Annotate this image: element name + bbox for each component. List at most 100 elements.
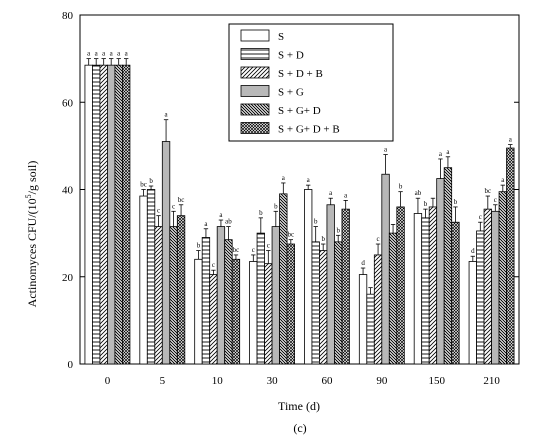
bar <box>373 254 383 365</box>
y-tick-label: 60 <box>62 97 74 109</box>
legend-swatch <box>240 122 270 134</box>
significance-letter: c <box>267 242 270 250</box>
significance-letter: a <box>282 174 286 182</box>
x-tick-label: 150 <box>428 375 445 387</box>
legend-box <box>228 23 394 142</box>
significance-letter: bc <box>485 187 492 195</box>
bar <box>99 64 108 365</box>
legend-label: S + D <box>278 50 304 62</box>
legend-label: S + G <box>278 87 304 99</box>
bar <box>224 239 233 365</box>
x-axis-title: Time (d) <box>278 399 320 413</box>
significance-letter: a <box>125 50 129 58</box>
significance-letter: b <box>399 183 403 191</box>
significance-letter: c <box>172 202 175 210</box>
y-axis-title-tail: /g soil) <box>25 161 39 195</box>
legend-swatch <box>240 29 270 42</box>
bar <box>451 221 460 365</box>
significance-letter: b <box>274 202 278 210</box>
bar <box>421 217 430 365</box>
significance-letter: b <box>321 235 325 243</box>
bar <box>428 206 438 365</box>
significance-letter: b <box>454 198 458 206</box>
bar <box>341 208 350 365</box>
bar <box>413 213 423 365</box>
significance-letter: a <box>509 136 513 144</box>
bar <box>201 237 211 365</box>
bar <box>311 241 320 365</box>
panel-label: (c) <box>293 421 306 435</box>
bar <box>491 210 500 365</box>
bar <box>319 250 328 365</box>
y-axis-title-superscript: 5 <box>24 194 33 198</box>
significance-letter: a <box>204 220 208 228</box>
significance-letter: a <box>219 211 223 219</box>
bar <box>436 178 445 365</box>
significance-letter: c <box>157 207 160 215</box>
significance-letter: d <box>471 247 475 255</box>
significance-letter: ab <box>415 189 422 197</box>
bar <box>498 191 507 365</box>
y-tick-label: 20 <box>62 272 74 284</box>
bar <box>366 293 375 365</box>
bar <box>483 208 492 365</box>
significance-letter: c <box>212 261 215 269</box>
significance-letter: bc <box>233 246 240 254</box>
legend-swatch <box>240 66 270 79</box>
bar <box>169 226 178 365</box>
y-tick-label: 0 <box>68 359 74 371</box>
bar <box>334 241 343 365</box>
bar <box>249 261 258 365</box>
bar <box>256 232 265 365</box>
significance-letter: c <box>377 235 380 243</box>
bar <box>468 261 477 365</box>
bar <box>209 274 218 365</box>
legend-swatch <box>240 48 270 60</box>
legend-label: S <box>278 31 284 43</box>
legend-swatch <box>240 85 270 97</box>
bar <box>92 64 101 365</box>
significance-letter: bc <box>140 181 147 189</box>
bar <box>381 173 390 365</box>
significance-letter: a <box>87 50 91 58</box>
significance-letter: c <box>252 246 255 254</box>
significance-letter: a <box>165 111 169 119</box>
x-tick-label: 210 <box>483 375 500 387</box>
significance-letter: a <box>102 50 106 58</box>
x-tick-label: 60 <box>321 375 333 387</box>
significance-letter: b <box>149 177 153 185</box>
significance-letter: b <box>424 200 428 208</box>
bar <box>122 64 131 365</box>
significance-letter: a <box>307 176 311 184</box>
y-axis-title-main: Actinomyces CFU/(10 <box>25 198 39 307</box>
significance-letter: a <box>117 50 121 58</box>
bar <box>443 167 453 365</box>
significance-letter: bc <box>178 196 185 204</box>
bar <box>264 263 273 365</box>
bar <box>304 189 313 365</box>
significance-letter: d <box>361 259 365 267</box>
bar <box>396 206 405 365</box>
significance-letter: a <box>344 191 348 199</box>
bar <box>476 230 485 365</box>
bar <box>326 204 335 365</box>
bar <box>146 189 156 365</box>
bar <box>358 274 368 365</box>
significance-letter: c <box>494 196 497 204</box>
bar <box>107 64 116 365</box>
significance-letter: c <box>479 213 482 221</box>
bar <box>231 258 241 365</box>
significance-letter: ab <box>225 218 232 226</box>
significance-letter: a <box>329 189 333 197</box>
legend-label: S + G+ D <box>278 105 321 117</box>
bar <box>176 215 186 365</box>
legend-swatch <box>240 103 270 116</box>
bar <box>161 141 171 365</box>
x-tick-label: 0 <box>105 375 111 387</box>
bar <box>84 64 93 365</box>
legend: S S + D S + D + B S + G S + G+ D S + G+ D + B <box>228 23 394 142</box>
x-tick-label: 5 <box>160 375 166 387</box>
